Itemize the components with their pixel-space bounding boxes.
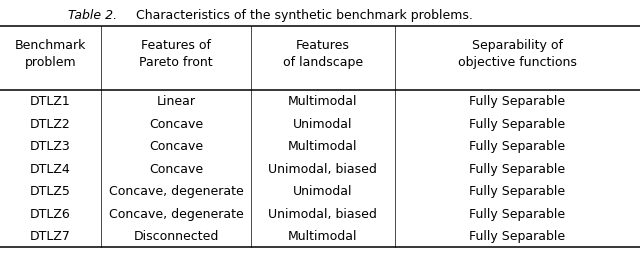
Text: Concave: Concave	[149, 117, 203, 130]
Text: Unimodal: Unimodal	[293, 184, 353, 197]
Text: Fully Separable: Fully Separable	[469, 95, 566, 108]
Text: Unimodal, biased: Unimodal, biased	[268, 207, 378, 220]
Text: Multimodal: Multimodal	[288, 95, 358, 108]
Text: DTLZ3: DTLZ3	[30, 140, 71, 153]
Text: DTLZ6: DTLZ6	[30, 207, 71, 220]
Text: Multimodal: Multimodal	[288, 140, 358, 153]
Text: Concave: Concave	[149, 162, 203, 175]
Text: DTLZ2: DTLZ2	[30, 117, 71, 130]
Text: Concave, degenerate: Concave, degenerate	[109, 207, 243, 220]
Text: DTLZ7: DTLZ7	[30, 229, 71, 242]
Text: Linear: Linear	[157, 95, 195, 108]
Text: Disconnected: Disconnected	[133, 229, 219, 242]
Text: DTLZ1: DTLZ1	[30, 95, 71, 108]
Text: DTLZ4: DTLZ4	[30, 162, 71, 175]
Text: Separability of
objective functions: Separability of objective functions	[458, 38, 577, 68]
Text: Features of
Pareto front: Features of Pareto front	[139, 38, 213, 68]
Text: Concave: Concave	[149, 140, 203, 153]
Text: Fully Separable: Fully Separable	[469, 140, 566, 153]
Text: Fully Separable: Fully Separable	[469, 117, 566, 130]
Text: Unimodal: Unimodal	[293, 117, 353, 130]
Text: Benchmark
problem: Benchmark problem	[15, 38, 86, 68]
Text: Fully Separable: Fully Separable	[469, 184, 566, 197]
Text: DTLZ5: DTLZ5	[30, 184, 71, 197]
Text: Fully Separable: Fully Separable	[469, 162, 566, 175]
Text: Concave, degenerate: Concave, degenerate	[109, 184, 243, 197]
Text: Fully Separable: Fully Separable	[469, 207, 566, 220]
Text: Features
of landscape: Features of landscape	[283, 38, 363, 68]
Text: Fully Separable: Fully Separable	[469, 229, 566, 242]
Text: Table 2.: Table 2.	[68, 9, 118, 22]
Text: Multimodal: Multimodal	[288, 229, 358, 242]
Text: Characteristics of the synthetic benchmark problems.: Characteristics of the synthetic benchma…	[132, 9, 473, 22]
Text: Unimodal, biased: Unimodal, biased	[268, 162, 378, 175]
